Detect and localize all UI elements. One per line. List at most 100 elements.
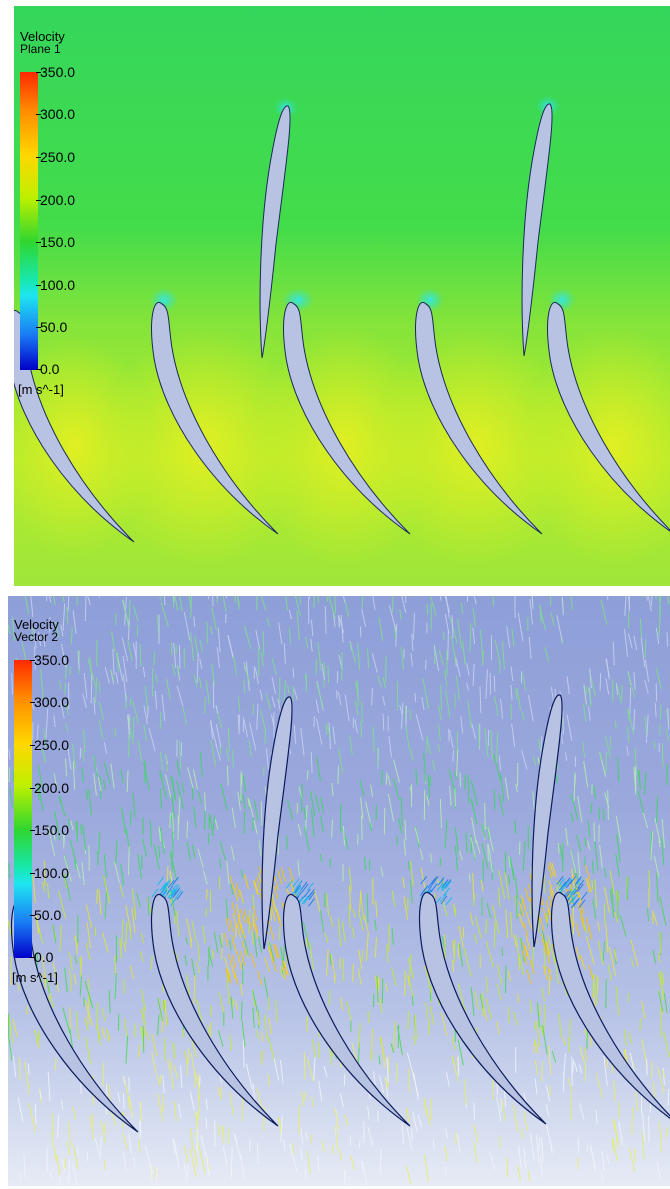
velocity-vector-arrow	[661, 838, 665, 866]
velocity-vector-arrow	[603, 867, 607, 878]
velocity-vector-arrow	[127, 640, 133, 661]
velocity-vector-arrow	[112, 648, 115, 675]
velocity-vector-arrow	[227, 1127, 230, 1145]
velocity-vector-arrow	[230, 996, 234, 1019]
velocity-vector-arrow	[601, 1150, 605, 1172]
velocity-vector-arrow	[583, 684, 587, 705]
velocity-vector-arrow	[236, 923, 242, 939]
velocity-vector-arrow	[237, 696, 241, 712]
velocity-vector-arrow	[521, 749, 528, 770]
velocity-vector-arrow	[226, 765, 229, 786]
velocity-vector-arrow	[485, 997, 492, 1019]
velocity-vector-arrow	[150, 955, 153, 970]
velocity-vector-arrow	[515, 934, 521, 965]
velocity-vector-arrow	[584, 1047, 587, 1061]
velocity-vector-arrow	[382, 713, 385, 731]
velocity-vector-arrow	[545, 1085, 551, 1102]
velocity-vector-arrow	[380, 1036, 386, 1063]
velocity-vector-arrow	[8, 623, 11, 635]
velocity-vector-arrow	[68, 1158, 71, 1184]
velocity-vector-arrow	[574, 878, 582, 887]
velocity-vector-arrow	[271, 957, 277, 973]
velocity-vector-arrow	[122, 655, 128, 683]
velocity-vector-arrow	[35, 916, 40, 931]
velocity-vector-arrow	[599, 751, 603, 761]
velocity-vector-arrow	[62, 1007, 71, 1034]
velocity-vector-arrow	[411, 996, 414, 1006]
velocity-vector-arrow	[84, 596, 87, 622]
velocity-vector-arrow	[300, 728, 305, 756]
velocity-vector-arrow	[190, 1053, 196, 1078]
velocity-vector-arrow	[226, 974, 230, 1004]
velocity-vector-arrow	[114, 972, 117, 1000]
velocity-vector-arrow	[216, 647, 220, 668]
velocity-vector-arrow	[229, 939, 232, 951]
velocity-vector-arrow	[492, 905, 500, 934]
velocity-vector-arrow	[393, 1021, 396, 1051]
velocity-vector-arrow	[315, 681, 324, 709]
velocity-vector-arrow	[423, 1154, 429, 1182]
velocity-vector-arrow	[170, 884, 178, 893]
velocity-vector-arrow	[324, 605, 327, 635]
velocity-vector-arrow	[624, 596, 627, 616]
velocity-vector-arrow	[46, 596, 48, 602]
velocity-vector-arrow	[437, 743, 441, 753]
velocity-vector-arrow	[103, 742, 108, 755]
velocity-vector-arrow	[460, 602, 464, 614]
velocity-vector-arrow	[658, 606, 661, 637]
velocity-vector-arrow	[587, 925, 593, 941]
velocity-vector-arrow	[69, 839, 77, 864]
velocity-vector-arrow	[426, 738, 432, 755]
velocity-vector-arrow	[508, 874, 511, 885]
velocity-vector-arrow	[575, 946, 581, 961]
velocity-vector-arrow	[570, 812, 574, 823]
velocity-vector-arrow	[556, 875, 564, 885]
velocity-vector-arrow	[466, 682, 470, 691]
velocity-vector-arrow	[59, 700, 65, 718]
velocity-vector-arrow	[153, 652, 156, 667]
velocity-vector-arrow	[268, 1037, 276, 1063]
velocity-vector-arrow	[383, 807, 386, 835]
velocity-vector-arrow	[653, 740, 656, 750]
velocity-vector-arrow	[565, 827, 569, 846]
velocity-vector-arrow	[171, 794, 175, 818]
velocity-vector-arrow	[256, 703, 259, 730]
velocity-vector-arrow	[545, 950, 551, 965]
velocity-vector-arrow	[51, 1112, 54, 1136]
velocity-vector-arrow	[127, 714, 130, 735]
velocity-vector-arrow	[11, 673, 13, 695]
velocity-vector-arrow	[252, 894, 255, 909]
velocity-vector-arrow	[63, 833, 65, 849]
velocity-vector-arrow	[197, 941, 201, 962]
velocity-vector-arrow	[474, 991, 480, 1010]
velocity-vector-arrow	[611, 1137, 615, 1151]
velocity-vector-arrow	[115, 672, 119, 684]
vector-plot-canvas	[8, 596, 670, 1186]
velocity-vector-arrow	[579, 1103, 585, 1121]
velocity-vector-arrow	[125, 1035, 129, 1064]
velocity-vector-arrow	[66, 740, 72, 770]
velocity-vector-arrow	[98, 681, 101, 693]
velocity-vector-arrow	[85, 942, 91, 960]
velocity-vector-arrow	[579, 900, 585, 915]
velocity-vector-arrow	[391, 890, 396, 907]
velocity-vector-arrow	[367, 1126, 374, 1146]
velocity-vector-arrow	[249, 722, 257, 751]
velocity-vector-arrow	[241, 1021, 246, 1047]
velocity-vector-arrow	[143, 724, 148, 742]
velocity-vector-arrow	[148, 728, 156, 752]
velocity-vector-arrow	[59, 925, 62, 952]
velocity-vector-arrow	[421, 696, 425, 710]
velocity-vector-arrow	[8, 1033, 13, 1061]
velocity-vector-arrow	[579, 1046, 587, 1069]
velocity-vector-arrow	[283, 679, 286, 704]
velocity-vector-arrow	[174, 950, 179, 962]
velocity-vector-arrow	[470, 836, 476, 859]
velocity-vector-arrow	[193, 806, 197, 828]
velocity-vector-arrow	[169, 889, 172, 904]
velocity-vector-arrow	[598, 806, 601, 820]
velocity-vector-arrow	[230, 1168, 233, 1178]
velocity-vector-arrow	[361, 1160, 364, 1171]
velocity-vector-arrow	[218, 876, 221, 890]
velocity-vector-arrow	[225, 968, 231, 983]
